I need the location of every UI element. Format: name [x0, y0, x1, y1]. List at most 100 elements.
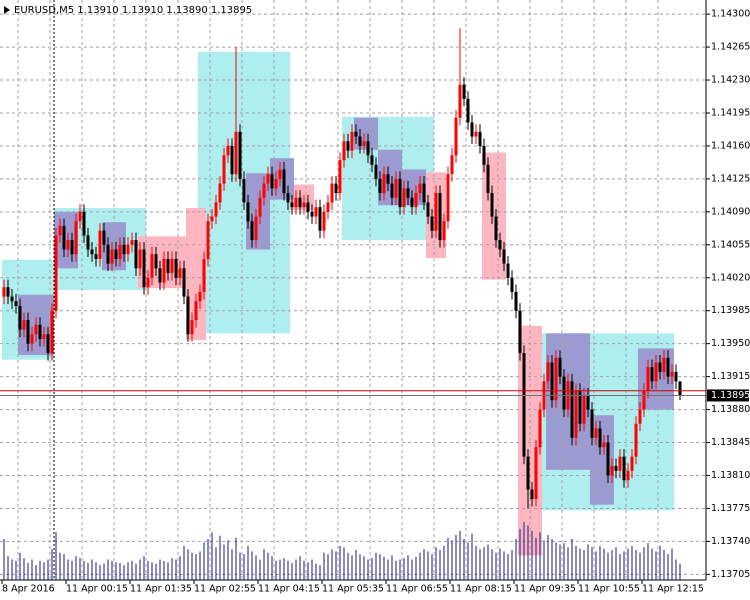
candle-body — [314, 207, 318, 217]
candle-body — [126, 244, 130, 255]
candle-body — [166, 258, 170, 274]
candle-body — [486, 164, 490, 194]
x-tick-label: 11 Apr 05:35 — [322, 584, 384, 595]
y-tick-label: 1.14160 — [711, 140, 750, 151]
candle-body — [342, 141, 346, 161]
x-tick-label: 11 Apr 00:15 — [66, 584, 128, 595]
zone — [186, 208, 206, 340]
candle-body — [458, 84, 462, 118]
candle-body — [546, 362, 550, 382]
zone — [482, 152, 506, 280]
candle-body — [206, 221, 210, 259]
candle-body — [362, 141, 366, 146]
candle-body — [462, 84, 466, 99]
candle-body — [494, 216, 498, 241]
candle-body — [374, 164, 378, 179]
candle-body — [46, 334, 50, 354]
x-tick-label: 8 Apr 2016 — [2, 584, 55, 595]
candle-body — [150, 254, 154, 278]
candle-body — [214, 202, 218, 217]
y-tick-label: 1.14090 — [711, 206, 750, 217]
candle-body — [398, 178, 402, 208]
candle-body — [502, 249, 506, 264]
candle-body — [450, 155, 454, 175]
candle-body — [114, 249, 118, 259]
candle-body — [454, 117, 458, 156]
candle-body — [618, 456, 622, 471]
candle-body — [294, 197, 298, 208]
candle-body — [666, 357, 670, 377]
candle-body — [318, 207, 322, 231]
bid-label: 1.13895 — [711, 390, 750, 401]
candle-body — [622, 456, 626, 481]
y-tick-label: 1.13985 — [711, 305, 750, 316]
candle-body — [130, 240, 134, 245]
candle-body — [18, 306, 22, 330]
candle-body — [238, 131, 242, 179]
candle-body — [418, 183, 422, 194]
candle-body — [518, 310, 522, 354]
candle-body — [226, 145, 230, 156]
candle-body — [14, 301, 18, 307]
candle-body — [26, 320, 30, 344]
candle-body — [594, 428, 598, 438]
candle-body — [378, 178, 382, 194]
zone — [54, 211, 78, 269]
candle-body — [50, 310, 54, 354]
candle-body — [590, 409, 594, 438]
candle-body — [154, 254, 158, 269]
y-tick-label: 1.13845 — [711, 437, 750, 448]
x-tick-label: 11 Apr 01:35 — [130, 584, 192, 595]
y-tick-label: 1.14020 — [711, 272, 750, 283]
candle-body — [562, 376, 566, 410]
candle-body — [570, 381, 574, 438]
candle-body — [82, 211, 86, 236]
candle-body — [278, 169, 282, 179]
candle-body — [526, 456, 530, 490]
candle-body — [466, 98, 470, 123]
candle-body — [614, 466, 618, 471]
candle-body — [138, 249, 142, 269]
candle-body — [210, 216, 214, 222]
candle-body — [22, 320, 26, 330]
y-tick-label: 1.14195 — [711, 107, 750, 118]
candle-body — [274, 178, 278, 189]
candle-body — [646, 367, 650, 391]
candle-body — [302, 202, 306, 208]
candle-body — [510, 277, 514, 292]
candle-body — [498, 240, 502, 250]
candle-body — [90, 249, 94, 255]
candle-body — [394, 178, 398, 198]
zone — [402, 169, 426, 206]
candle-body — [310, 211, 314, 217]
candle-body — [626, 470, 630, 481]
candle-body — [358, 136, 362, 146]
candle-body — [438, 193, 442, 241]
candle-body — [426, 202, 430, 217]
candle-body — [650, 367, 654, 382]
candle-body — [94, 254, 98, 259]
bid-label-box — [707, 389, 749, 402]
candle-body — [334, 183, 338, 194]
x-tick-label: 11 Apr 02:55 — [194, 584, 256, 595]
candle-body — [346, 141, 350, 151]
candle-body — [86, 235, 90, 250]
plot-area — [0, 0, 706, 580]
y-tick-label: 1.14125 — [711, 173, 750, 184]
zone — [590, 415, 614, 505]
candle-body — [554, 357, 558, 401]
candle-body — [202, 258, 206, 292]
candle-body — [258, 197, 262, 217]
candle-body — [658, 362, 662, 372]
candle-body — [286, 193, 290, 203]
candle-body — [674, 371, 678, 382]
candle-body — [338, 160, 342, 194]
candle-body — [182, 268, 186, 297]
candle-body — [382, 174, 386, 194]
candle-body — [630, 456, 634, 471]
y-tick-label: 1.13810 — [711, 470, 750, 481]
candle-body — [326, 202, 330, 212]
candle-body — [194, 301, 198, 321]
candle-body — [118, 244, 122, 259]
